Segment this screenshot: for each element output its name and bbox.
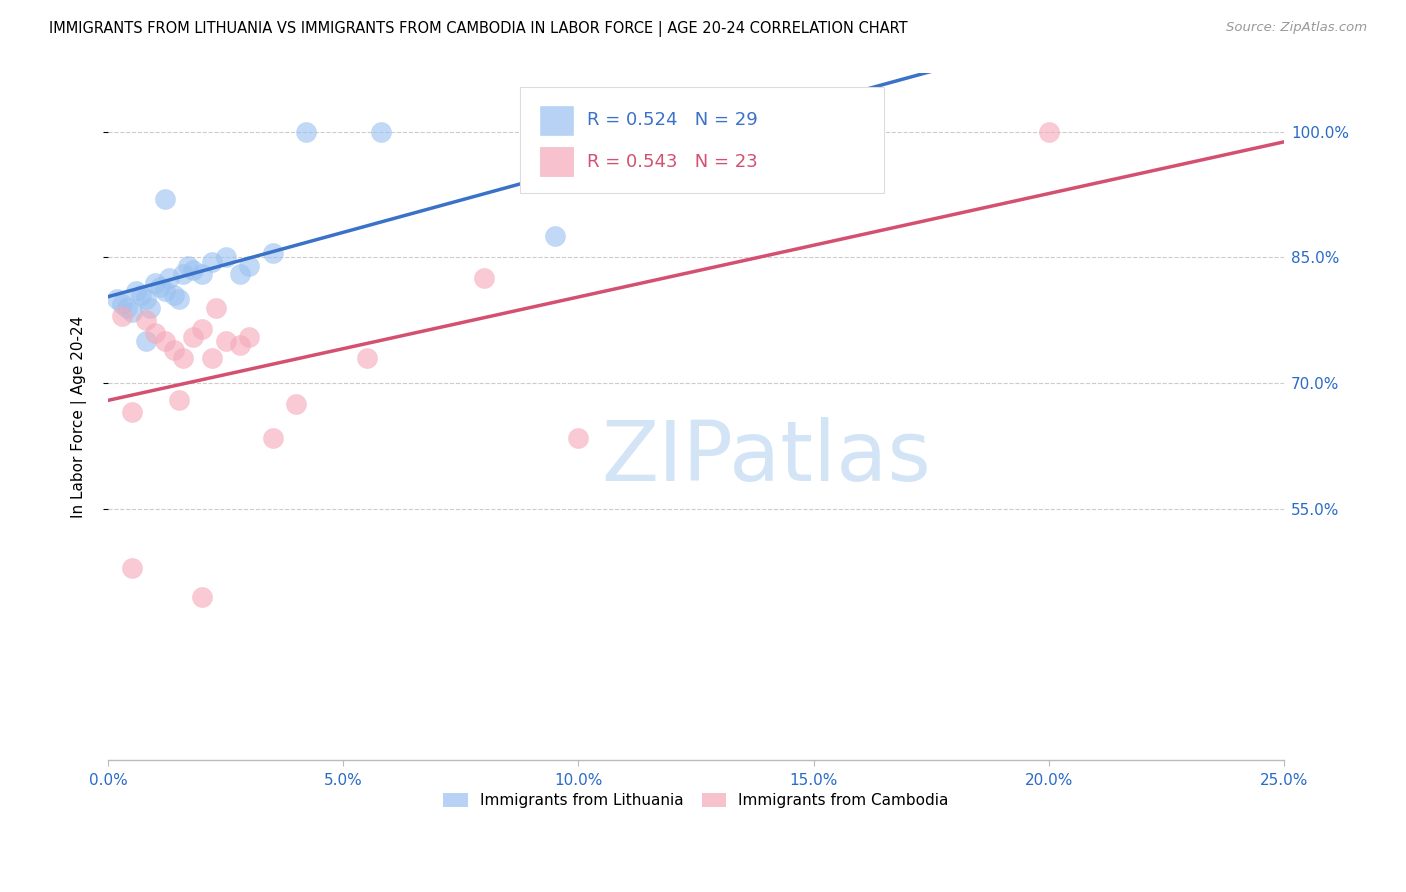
Point <box>125 284 148 298</box>
Text: R = 0.543   N = 23: R = 0.543 N = 23 <box>586 153 758 170</box>
Point <box>111 309 134 323</box>
Point <box>129 288 152 302</box>
Text: Source: ZipAtlas.com: Source: ZipAtlas.com <box>1226 21 1367 34</box>
Point <box>238 330 260 344</box>
Point <box>172 351 194 365</box>
Point <box>135 313 157 327</box>
Point <box>111 296 134 310</box>
Point <box>191 321 214 335</box>
Point <box>191 590 214 604</box>
Point <box>163 288 186 302</box>
Point <box>135 334 157 349</box>
Point <box>229 338 252 352</box>
Point <box>544 229 567 244</box>
Point <box>167 392 190 407</box>
Point <box>167 293 190 307</box>
FancyBboxPatch shape <box>540 106 572 135</box>
Point <box>135 293 157 307</box>
Point <box>472 271 495 285</box>
Point <box>262 246 284 260</box>
Point <box>181 330 204 344</box>
Point <box>356 351 378 365</box>
FancyBboxPatch shape <box>540 147 572 176</box>
Point <box>181 263 204 277</box>
Point <box>200 254 222 268</box>
Point <box>205 301 228 315</box>
Point <box>229 267 252 281</box>
Point <box>285 397 308 411</box>
Point <box>262 431 284 445</box>
Point <box>1038 125 1060 139</box>
Point <box>157 271 180 285</box>
Text: ZIPatlas: ZIPatlas <box>602 417 931 499</box>
Text: R = 0.524   N = 29: R = 0.524 N = 29 <box>586 112 758 129</box>
Point <box>153 192 176 206</box>
Point <box>191 267 214 281</box>
Point <box>177 259 200 273</box>
Point <box>567 431 589 445</box>
Point <box>779 125 801 139</box>
Point <box>172 267 194 281</box>
Point <box>163 343 186 357</box>
Legend: Immigrants from Lithuania, Immigrants from Cambodia: Immigrants from Lithuania, Immigrants fr… <box>437 788 955 814</box>
Point <box>107 293 129 307</box>
Point <box>214 251 236 265</box>
Y-axis label: In Labor Force | Age 20-24: In Labor Force | Age 20-24 <box>72 316 87 518</box>
Point <box>294 125 316 139</box>
Point <box>121 305 143 319</box>
Point <box>200 351 222 365</box>
Text: IMMIGRANTS FROM LITHUANIA VS IMMIGRANTS FROM CAMBODIA IN LABOR FORCE | AGE 20-24: IMMIGRANTS FROM LITHUANIA VS IMMIGRANTS … <box>49 21 908 37</box>
Point <box>153 284 176 298</box>
Point <box>370 125 392 139</box>
Point <box>143 276 166 290</box>
Point <box>143 326 166 340</box>
Point <box>121 560 143 574</box>
FancyBboxPatch shape <box>520 87 884 194</box>
Point <box>214 334 236 349</box>
Point <box>238 259 260 273</box>
Point <box>139 301 162 315</box>
Point <box>121 405 143 419</box>
Point <box>115 301 138 315</box>
Point <box>149 279 172 293</box>
Point <box>153 334 176 349</box>
